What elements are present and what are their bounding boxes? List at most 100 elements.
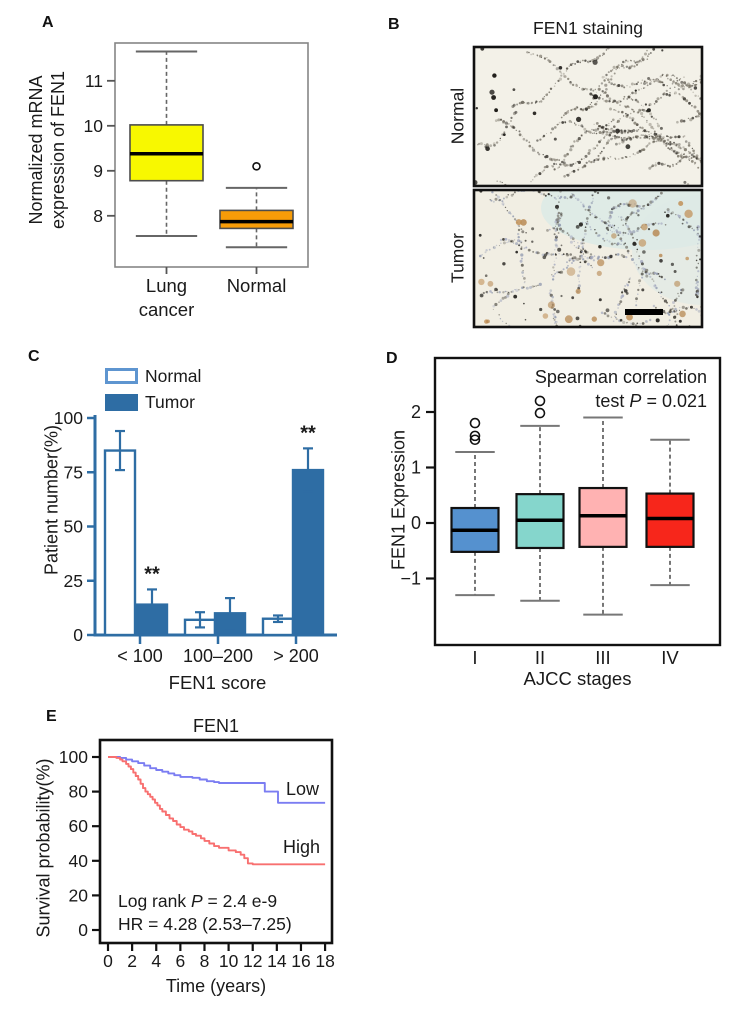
panel-c-y-axis-title: Patient number(%) <box>41 424 62 576</box>
panel-c-ytick-label: 0 <box>73 625 83 645</box>
panel-e-xtick-label: 2 <box>127 951 137 971</box>
panel-d-box-stage-i <box>450 417 500 597</box>
panel-a-y-axis-title-line1: Normalized mRNA <box>26 75 46 225</box>
panel-d-annotation-line2: test P = 0.021 <box>455 389 707 413</box>
panel-e-ytick-label: 40 <box>69 851 89 871</box>
bar-tumor-2 <box>291 447 325 637</box>
panel-c-category-label: 100–200 <box>183 646 253 666</box>
panel-d-y-axis-title: FEN1 Expression <box>388 429 409 571</box>
panel-e-xtick-label: 14 <box>267 951 287 971</box>
panel-e-ytick-label: 80 <box>69 782 89 802</box>
panel-c-x-axis-title: FEN1 score <box>168 672 267 693</box>
panel-c-ytick-label: 25 <box>64 571 83 591</box>
panel-b-row-label-normal: Normal <box>447 87 468 145</box>
panel-d-annotation-line1: Spearman correlation <box>534 367 707 387</box>
panel-d-annotation-line2-pre: test <box>595 391 630 411</box>
panel-a-y-axis-title: Normalized mRNA expression of FEN1 <box>25 71 69 229</box>
legend-label-normal: Normal <box>145 366 202 386</box>
panel-e-xtick-label: 10 <box>219 951 239 971</box>
panel-e-ytick-label: 60 <box>69 816 89 836</box>
panel-c-ytick-label: 50 <box>64 517 84 537</box>
survival-curve-high <box>108 756 326 866</box>
panel-a-box-lung-cancer <box>129 50 204 238</box>
panel-a-box-normal <box>219 162 294 249</box>
panel-e-xtick-label: 6 <box>175 951 185 971</box>
panel-e-ytick-label: 0 <box>78 920 88 940</box>
panel-d-category-label: III <box>595 647 610 668</box>
panel-e-xtick-label: 16 <box>291 951 310 971</box>
panel-a-category-label: Lung <box>146 275 187 296</box>
panel-e-xtick-label: 0 <box>103 951 113 971</box>
panel-d-annotation-line2-p: P <box>629 391 642 411</box>
panel-d-ytick-label: −1 <box>400 569 421 589</box>
panel-a-y-axis-title-line2: expression of FEN1 <box>48 70 68 230</box>
panel-e-title: FEN1 <box>192 716 239 736</box>
panel-e-stats-line1-pre: Log rank <box>118 891 191 911</box>
bar-normal-2 <box>261 614 295 637</box>
legend-label-tumor: Tumor <box>145 392 195 412</box>
panel-e-ytick-label: 20 <box>69 885 89 905</box>
scale-bar <box>625 309 663 315</box>
bar-tumor-1 <box>213 597 247 637</box>
panel-b-title: FEN1 staining <box>533 18 643 38</box>
histology-image-tumor <box>474 190 702 327</box>
panel-d-x-axis-title: AJCC stages <box>523 668 632 689</box>
significance-marker: ** <box>144 563 160 585</box>
panel-e-xtick-label: 18 <box>315 951 334 971</box>
panel-d-box-stage-iii <box>578 416 628 616</box>
panel-c-ytick-label: 75 <box>64 462 83 482</box>
panel-e-xtick-label: 8 <box>200 951 210 971</box>
panel-d-ytick-label: 1 <box>411 458 421 478</box>
panel-c-ytick-label: 100 <box>54 408 83 428</box>
panel-d-letter: D <box>386 350 398 367</box>
panel-c-category-label: < 100 <box>117 646 163 666</box>
survival-curve-low <box>108 756 326 804</box>
panel-a-chart: 8 9 10 11 Lung cancer Normal <box>84 42 309 320</box>
panel-d-annotation: Spearman correlation test P = 0.021 <box>455 365 707 413</box>
panel-c-chart: 0 25 50 75 100 < 100 100–200 > 200 ** ** <box>54 408 337 666</box>
panel-e-stats-line1-post: = 2.4 e-9 <box>202 891 278 911</box>
panel-e-letter: E <box>46 708 57 725</box>
legend-swatch-tumor <box>105 394 138 411</box>
panel-e-ytick-label: 100 <box>59 747 88 767</box>
panel-b-row-label-tumor: Tumor <box>447 233 468 283</box>
panel-e-y-axis-title: Survival probability(%) <box>33 758 54 938</box>
bar-normal-0 <box>103 429 137 637</box>
panel-e-x-axis-title: Time (years) <box>165 976 267 996</box>
panel-d-box-stage-ii <box>515 395 565 602</box>
survival-label-high: High <box>283 837 321 857</box>
bar-normal-1 <box>183 611 217 637</box>
survival-label-low: Low <box>286 779 320 799</box>
panel-e-stats-line1-p: P <box>190 891 203 911</box>
panel-d-ytick-label: 2 <box>411 402 421 422</box>
panel-b-images <box>472 45 704 329</box>
panel-a-ytick-label: 9 <box>93 161 103 181</box>
panel-d-annotation-line2-post: = 0.021 <box>641 391 707 411</box>
panel-d-box-stage-iv <box>645 438 695 587</box>
significance-marker: ** <box>300 422 316 444</box>
panel-a-letter: A <box>42 14 54 31</box>
panel-e-xtick-label: 4 <box>151 951 161 971</box>
legend-swatch-normal <box>105 368 138 384</box>
panel-a-ytick-label: 11 <box>85 71 103 91</box>
bar-tumor-0 <box>135 588 169 637</box>
panel-b-letter: B <box>388 16 400 33</box>
panel-e-stats: Log rank P = 2.4 e-9 HR = 4.28 (2.53–7.2… <box>118 890 292 936</box>
histology-frame-normal <box>472 45 704 188</box>
panel-a-category-label: cancer <box>139 299 195 320</box>
panel-c-letter: C <box>28 348 40 365</box>
panel-e-stats-line2: HR = 4.28 (2.53–7.25) <box>118 914 292 934</box>
panel-d-ytick-label: 0 <box>411 513 421 533</box>
panel-e-stats-line1: Log rank P = 2.4 e-9 <box>118 890 292 913</box>
panel-c-category-label: > 200 <box>273 646 319 666</box>
histology-image-normal <box>474 47 702 186</box>
panel-d-category-label: IV <box>661 647 679 668</box>
panel-d-category-label: I <box>472 647 477 668</box>
panel-a-ytick-label: 10 <box>84 116 104 136</box>
panel-d-category-label: II <box>535 647 545 668</box>
panel-a-category-label: Normal <box>227 275 287 296</box>
